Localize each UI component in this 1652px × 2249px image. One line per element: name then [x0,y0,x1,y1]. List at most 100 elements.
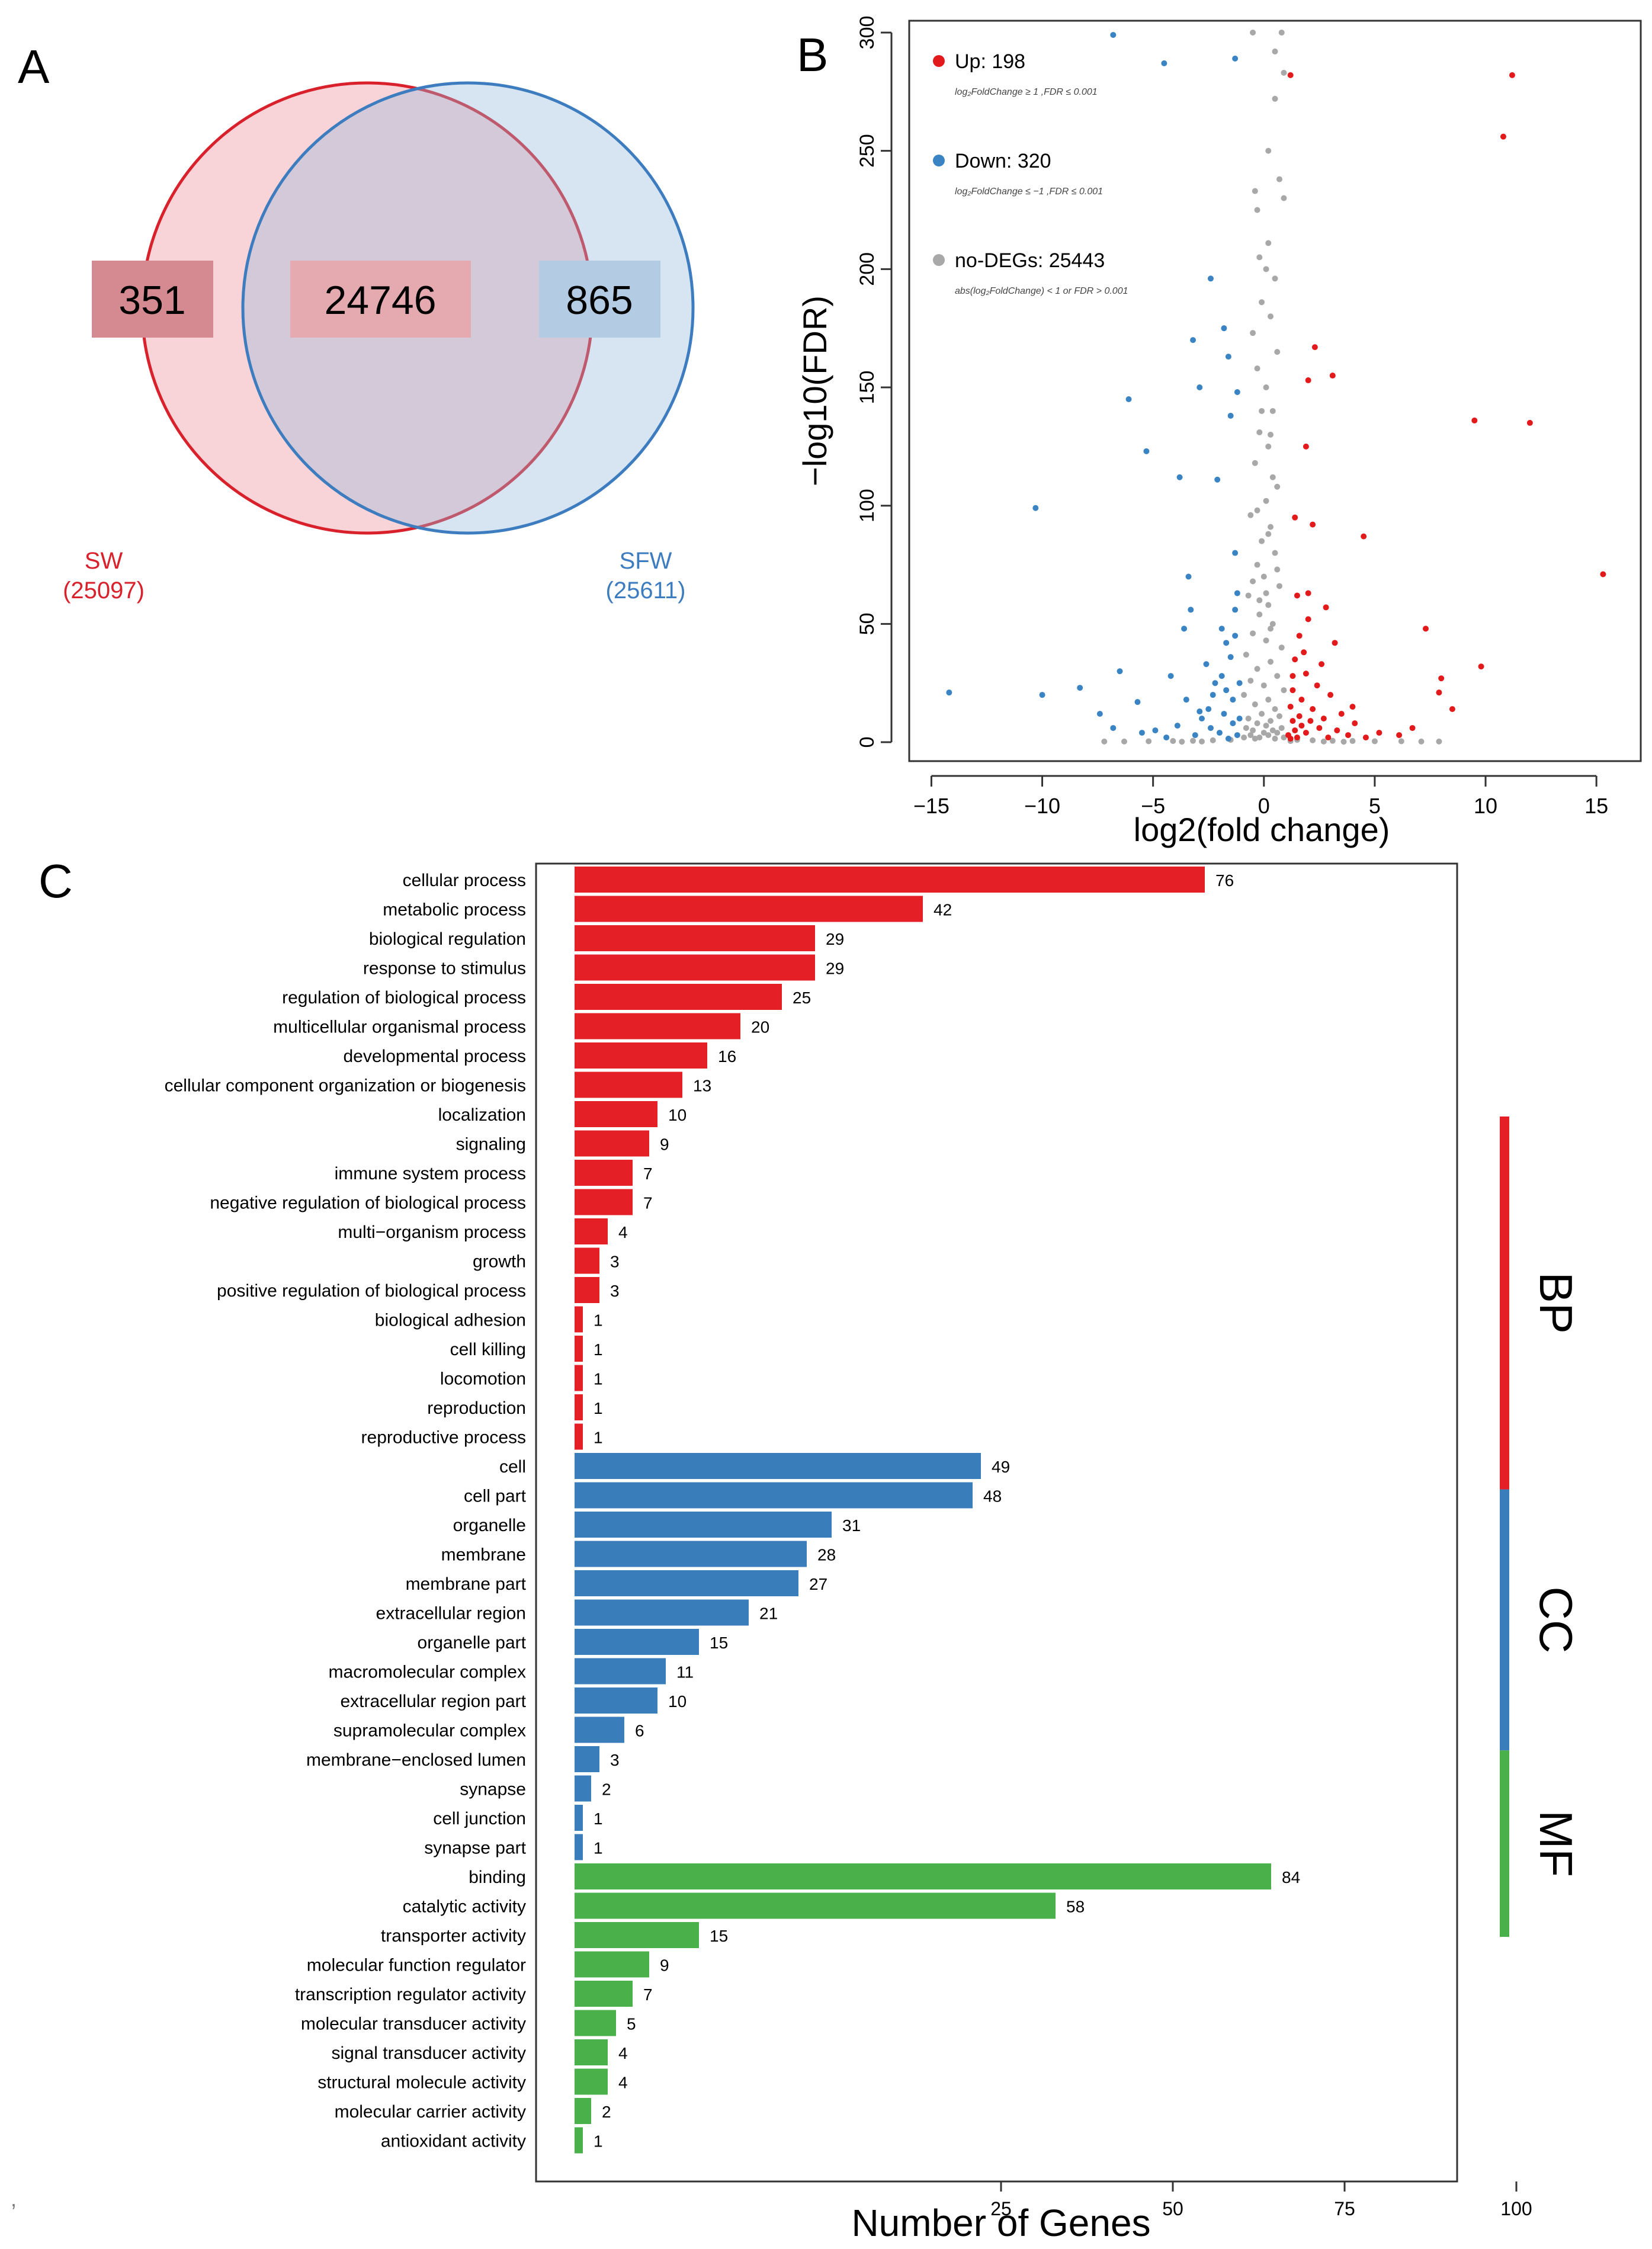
volcano-legend: Up: 198 log₂FoldChange ≥ 1 ,FDR ≤ 0.001 Do… [933,50,1128,296]
volcano-point-up [1332,640,1338,646]
go-bar [575,1160,633,1186]
go-category-label: response to stimulus [363,959,526,978]
volcano-point-down [1161,60,1167,66]
volcano-y-label: −log10(FDR) [796,296,833,486]
volcano-point-no-degs [1247,512,1254,518]
volcano-point-down [1192,732,1198,739]
go-bar [575,1775,591,1802]
go-bar-value-label: 9 [660,1135,669,1154]
go-category-label: cell junction [433,1809,526,1828]
go-bar-value-label: 29 [826,960,844,978]
volcano-point-no-degs [1272,275,1278,282]
go-bar [575,1687,657,1714]
go-bar [575,1599,749,1626]
volcano-point-up [1323,604,1329,611]
go-bar [575,2127,583,2154]
go-bar-value-label: 25 [793,989,811,1007]
go-bar [575,896,923,922]
volcano-point-up [1376,730,1382,736]
go-bar-value-label: 28 [817,1546,836,1564]
go-bar [575,1071,682,1098]
volcano-point-up [1316,725,1323,732]
volcano-point-no-degs [1265,531,1272,537]
legend-criteria: abs(log₂FoldChange) < 1 or FDR > 0.001 [955,286,1128,296]
volcano-y-tick-label: 0 [856,737,878,748]
volcano-point-down [1218,625,1225,632]
legend-marker [933,55,945,67]
volcano-point-no-degs [1274,566,1281,573]
volcano-point-no-degs [1281,195,1287,201]
volcano-x-tick-label: 10 [1474,794,1497,818]
volcano-point-down [1227,654,1234,660]
volcano-point-down [1143,448,1150,454]
volcano-point-down [1221,325,1227,332]
volcano-point-up [1296,713,1303,720]
volcano-point-up [1409,725,1416,732]
go-bar [575,1834,583,1860]
legend-marker [933,155,945,166]
go-bar [575,1394,583,1420]
volcano-point-no-degs [1349,738,1356,745]
volcano-point-no-degs [1281,687,1287,694]
volcano-point-no-degs [1247,732,1254,739]
volcano-point-no-degs [1265,602,1272,608]
volcano-point-no-degs [1243,652,1249,658]
go-category-label: multi−organism process [338,1223,526,1242]
volcano-y-tick-label: 150 [856,371,878,405]
go-bar [575,1746,599,1772]
volcano-point-up [1449,706,1455,713]
volcano-point-down [1234,732,1240,739]
volcano-point-up [1287,704,1294,710]
go-bar-value-label: 42 [934,901,952,919]
volcano-point-no-degs [1274,483,1281,490]
volcano-point-up [1352,720,1358,727]
go-category-label: molecular carrier activity [335,2102,526,2122]
volcano-point-no-degs [1268,659,1274,665]
volcano-point-up [1509,72,1515,78]
volcano-point-no-degs [1179,739,1185,745]
volcano-point-no-degs [1210,737,1216,743]
volcano-point-no-degs [1265,147,1272,154]
go-category-label: immune system process [335,1164,526,1183]
venn-sw-unique-count: 351 [118,278,185,323]
volcano-point-no-degs [1263,384,1269,391]
volcano-y-axis: 0 50 100 150 200 250 300 [856,16,893,748]
go-bar [575,1658,666,1685]
volcano-point-up [1287,72,1294,78]
volcano-point-no-degs [1436,738,1442,745]
venn-intersection-count: 24746 [324,278,436,323]
volcano-y-tick-label: 300 [856,16,878,50]
volcano-point-up [1600,571,1606,578]
venn-sfw-unique-count: 865 [566,278,633,323]
go-bar-value-label: 20 [751,1018,769,1037]
volcano-x-label: log2(fold change) [1134,811,1390,848]
volcano-point-no-degs [1259,538,1265,544]
volcano-point-down [1234,389,1240,395]
go-bar [575,1336,583,1362]
go-group-label-mf: MF [1530,1810,1582,1877]
volcano-point-up [1478,663,1484,670]
go-bar-value-label: 6 [635,1722,644,1740]
volcano-point-no-degs [1340,739,1347,745]
go-bar-value-label: 1 [594,1370,603,1388]
volcano-point-down [1188,607,1194,613]
go-group-label-bp: BP [1530,1272,1582,1334]
volcano-point-no-degs [1250,630,1256,637]
volcano-point-down [1197,708,1203,715]
volcano-point-no-degs [1245,592,1252,599]
volcano-point-no-degs [1268,313,1274,320]
volcano-point-no-degs [1259,711,1265,717]
go-category-label: cell killing [450,1340,526,1359]
volcano-point-up [1292,514,1298,521]
volcano-point-up [1362,734,1369,741]
volcano-x-tick-label: 5 [1369,794,1381,818]
volcano-point-no-degs [1146,738,1152,745]
go-category-label: signal transducer activity [332,2043,526,2063]
go-category-label: localization [438,1105,526,1125]
go-category-label: cellular component organization or bioge… [165,1076,526,1096]
go-bar [575,1247,599,1274]
volcano-point-down [1199,716,1205,722]
go-category-label: organelle [453,1516,526,1535]
go-bar [575,1042,707,1069]
volcano-point-down [1232,633,1239,639]
